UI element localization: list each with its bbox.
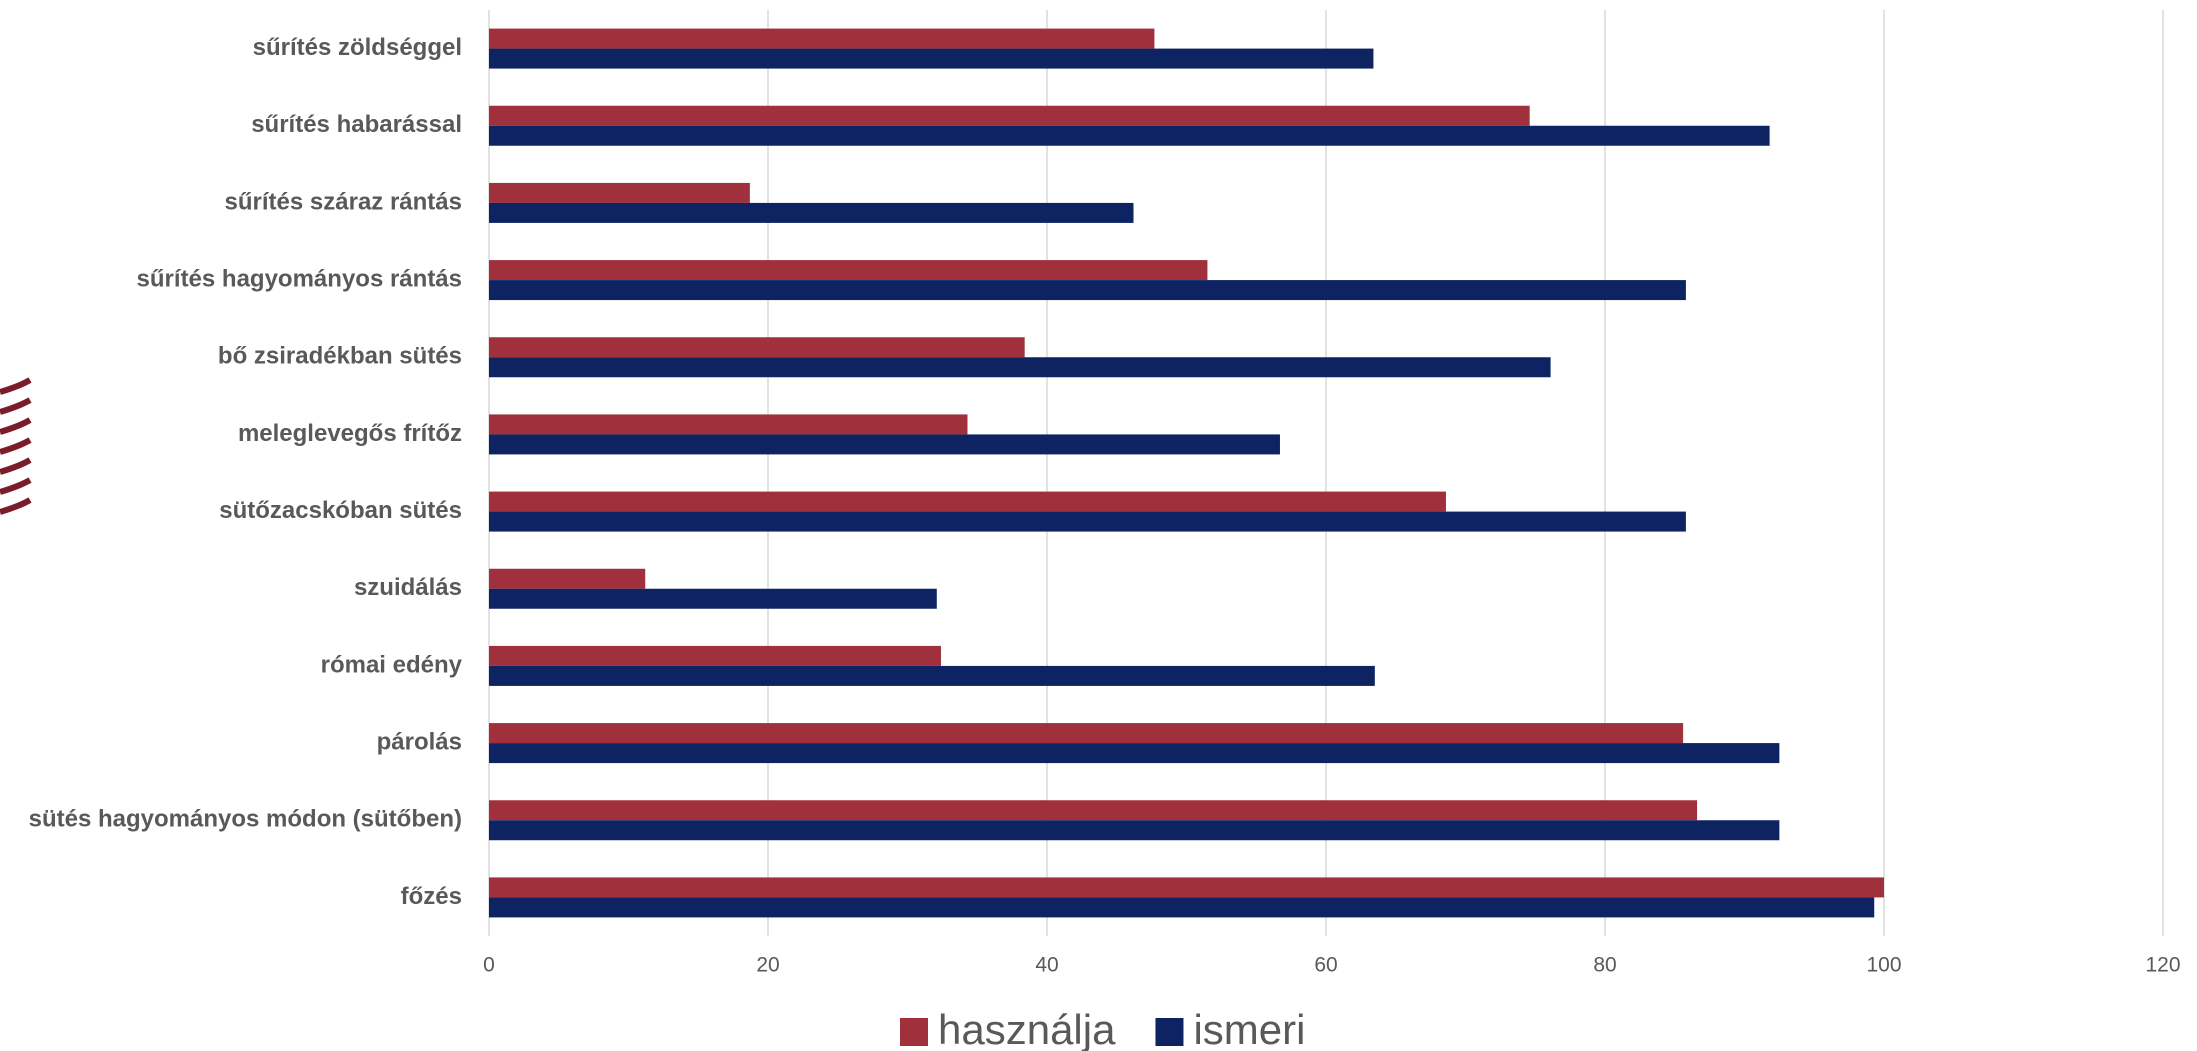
bar bbox=[489, 877, 1884, 898]
bar bbox=[489, 260, 1208, 281]
bar bbox=[489, 800, 1698, 821]
bar bbox=[489, 645, 941, 666]
x-tick-label: 80 bbox=[1593, 954, 1616, 977]
bar bbox=[489, 105, 1530, 126]
bar bbox=[489, 357, 1551, 378]
bar bbox=[489, 202, 1134, 223]
bar bbox=[489, 434, 1280, 455]
y-tick-label: meleglevegős frítőz bbox=[238, 420, 462, 447]
y-tick-label: sűrítés habarással bbox=[251, 111, 462, 138]
y-tick-label: sűrítés zöldséggel bbox=[253, 34, 462, 61]
legend-swatch bbox=[1155, 1018, 1184, 1046]
x-tick-label: 100 bbox=[1866, 954, 1901, 977]
bar bbox=[489, 820, 1780, 841]
bar bbox=[489, 491, 1446, 512]
y-tick-label: sütőzacskóban sütés bbox=[219, 497, 462, 524]
bar bbox=[489, 568, 646, 589]
bar bbox=[489, 723, 1684, 744]
x-tick-label: 40 bbox=[1035, 954, 1058, 977]
y-tick-label: bő zsiradékban sütés bbox=[218, 343, 462, 370]
y-tick-label: párolás bbox=[377, 728, 462, 755]
legend-label: használja bbox=[938, 1006, 1116, 1051]
bar bbox=[489, 28, 1155, 49]
y-tick-label: római edény bbox=[321, 651, 463, 678]
y-tick-label: szuidálás bbox=[354, 574, 462, 601]
bar bbox=[489, 48, 1374, 69]
legend-swatch bbox=[900, 1018, 928, 1046]
bar bbox=[489, 125, 1770, 146]
y-tick-label: főzés bbox=[401, 883, 462, 910]
bar bbox=[489, 280, 1686, 301]
bar bbox=[489, 897, 1875, 918]
x-tick-label: 20 bbox=[756, 954, 779, 977]
decoration bbox=[0, 377, 32, 515]
bar bbox=[489, 665, 1375, 686]
bar bbox=[489, 511, 1686, 532]
legend-label: ismeri bbox=[1193, 1006, 1305, 1051]
y-tick-label: sűrítés hagyományos rántás bbox=[137, 265, 462, 292]
y-tick-label: sűrítés száraz rántás bbox=[225, 188, 462, 215]
bar bbox=[489, 743, 1780, 764]
x-tick-label: 60 bbox=[1314, 954, 1337, 977]
bar bbox=[489, 414, 968, 435]
bar bbox=[489, 182, 750, 203]
bar bbox=[489, 337, 1025, 358]
x-tick-label: 0 bbox=[483, 954, 495, 977]
y-tick-label: sütés hagyományos módon (sütőben) bbox=[29, 806, 462, 833]
x-tick-label: 120 bbox=[2145, 954, 2180, 977]
bar bbox=[489, 588, 937, 609]
